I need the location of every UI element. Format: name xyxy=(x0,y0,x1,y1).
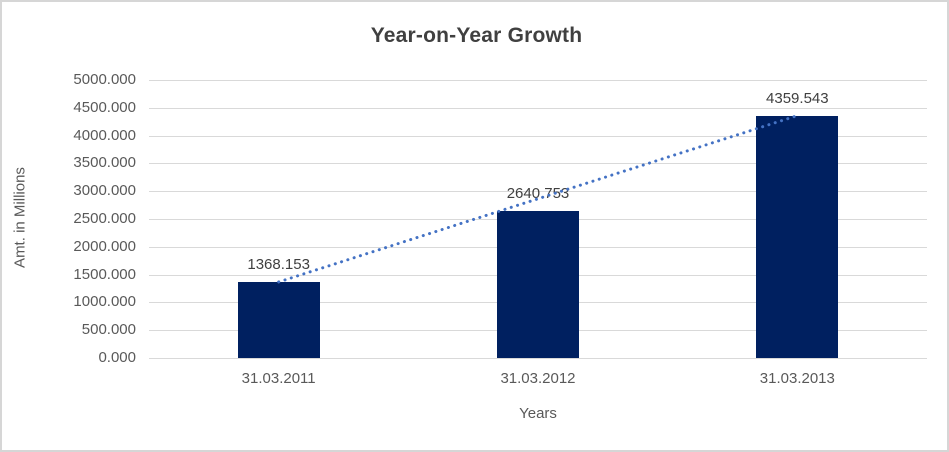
x-axis-tick-labels: 31.03.2011 31.03.2012 31.03.2013 xyxy=(149,370,927,390)
gridline xyxy=(149,135,927,137)
gridline xyxy=(149,163,927,165)
y-tick-label: 5000.000 xyxy=(73,71,136,88)
y-tick-label: 4500.000 xyxy=(73,98,136,116)
bar-data-label: 2640.753 xyxy=(506,185,570,203)
gridline xyxy=(149,191,927,193)
gridline xyxy=(149,107,927,109)
y-axis-tick-labels: 0.000 500.000 1000.000 1500.000 2000.000 2500… xyxy=(2,71,136,366)
bar-data-label: 1368.153 xyxy=(247,255,310,273)
x-tick-label: 31.03.2013 xyxy=(759,370,835,387)
gridline xyxy=(149,80,927,81)
chart-title: Year-on-Year Growth xyxy=(370,24,583,47)
bar[interactable] xyxy=(237,281,320,358)
y-tick-label: 0.000 xyxy=(98,349,136,366)
y-tick-label: 2000.000 xyxy=(73,237,136,255)
y-tick-label: 4000.000 xyxy=(73,126,136,144)
y-tick-label: 1500.000 xyxy=(73,265,136,283)
x-axis-title: Years xyxy=(519,405,557,422)
y-tick-label: 3500.000 xyxy=(73,154,136,172)
y-tick-label: 1000.000 xyxy=(73,293,136,311)
bar-data-label: 4359.543 xyxy=(766,89,829,107)
x-tick-label: 31.03.2012 xyxy=(500,370,576,387)
bar[interactable] xyxy=(497,211,579,358)
x-tick-label: 31.03.2011 xyxy=(241,370,316,387)
gridline xyxy=(149,358,927,359)
plot-area: 1368.153 2640.753 4359.543 xyxy=(149,80,927,359)
y-tick-label: 3000.000 xyxy=(73,182,136,200)
y-tick-label: 2500.000 xyxy=(73,210,136,227)
y-tick-label: 500.000 xyxy=(81,321,136,339)
trendline[interactable] xyxy=(277,114,799,284)
bar[interactable] xyxy=(756,115,839,358)
